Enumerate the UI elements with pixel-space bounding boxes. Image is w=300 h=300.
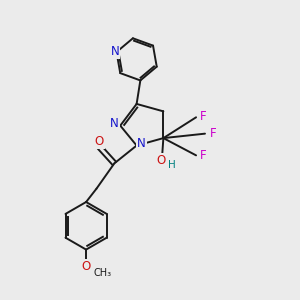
Text: O: O: [82, 260, 91, 273]
Text: N: N: [137, 137, 146, 150]
Text: N: N: [110, 117, 119, 130]
Text: O: O: [156, 154, 166, 166]
Text: F: F: [200, 149, 207, 162]
Text: F: F: [210, 127, 217, 140]
Text: CH₃: CH₃: [93, 268, 112, 278]
Text: N: N: [111, 45, 119, 58]
Text: F: F: [200, 110, 207, 123]
Text: O: O: [95, 135, 104, 148]
Text: H: H: [168, 160, 176, 170]
